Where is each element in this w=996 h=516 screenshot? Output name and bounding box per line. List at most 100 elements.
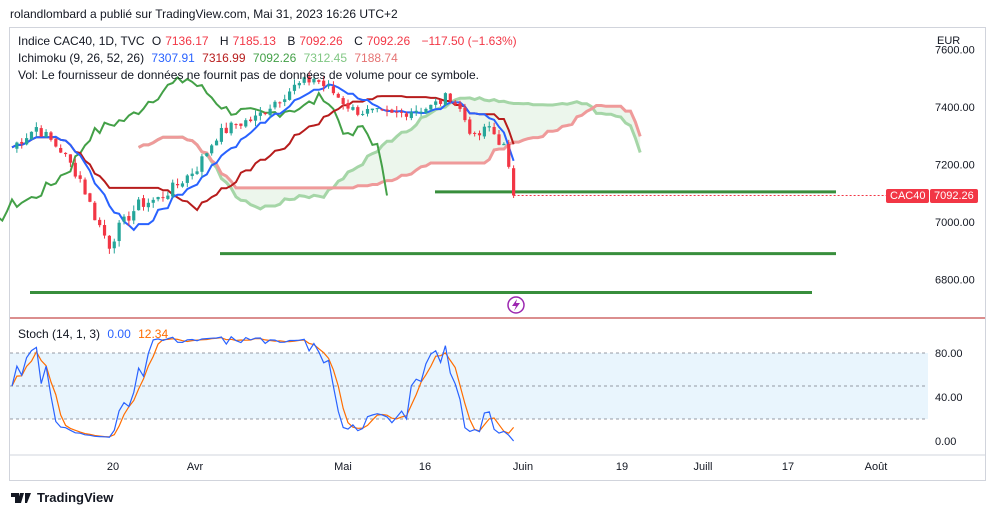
candle-body: [278, 102, 282, 104]
span-b-value: 7188.74: [354, 51, 398, 65]
stoch-k-line: [11, 335, 515, 442]
tradingview-logo[interactable]: TradingView: [11, 490, 113, 505]
candle-body: [453, 102, 457, 105]
candle-body: [302, 77, 306, 83]
candle-body: [161, 197, 165, 199]
legend-ohlc: Indice CAC40, 1D, TVC O 7136.17 H 7185.13 …: [18, 34, 521, 48]
candle-body: [68, 154, 73, 163]
candle-body: [127, 216, 131, 221]
candle-body: [83, 179, 87, 195]
legend-volume: Vol: Le fournisseur de données ne fourni…: [18, 68, 483, 82]
candle-body: [351, 107, 355, 110]
stoch-k-value: 0.00: [107, 327, 131, 341]
candle-body: [409, 111, 413, 119]
time-tick-label: 19: [616, 461, 628, 473]
candle-body: [258, 112, 262, 116]
time-tick-label: Juin: [513, 461, 533, 473]
candle-body: [317, 80, 321, 82]
candle-body: [273, 101, 277, 108]
candle-body: [98, 219, 102, 226]
candle-body: [20, 141, 24, 144]
candle-body: [263, 112, 267, 115]
time-tick-label: Avr: [187, 461, 204, 473]
price-tick-label: 7000.00: [935, 217, 975, 229]
tenkan-sen-line: [11, 83, 515, 232]
candle-body: [487, 126, 491, 128]
stoch-d-line: [11, 337, 515, 438]
candle-body: [141, 198, 146, 207]
candle-body: [482, 126, 486, 137]
candle-body: [219, 127, 224, 142]
candle-body: [341, 98, 345, 104]
tradingview-logo-icon: [11, 492, 31, 503]
time-tick-label: 16: [419, 461, 431, 473]
time-tick-label: Mai: [334, 461, 352, 473]
candle-body: [385, 109, 389, 111]
candle-body: [200, 156, 204, 172]
candle-body: [214, 140, 219, 146]
candle-body: [185, 175, 189, 183]
close-value: C 7092.26: [354, 34, 411, 48]
candle-body: [239, 123, 243, 126]
stoch-label[interactable]: Stoch (14, 1, 3): [18, 327, 101, 341]
candle-body: [390, 109, 394, 113]
candle-body: [25, 138, 29, 145]
candle-body: [195, 171, 199, 174]
senkou-span-a-line: [137, 96, 642, 211]
high-value: H 7185.13: [219, 34, 276, 48]
legend-ichimoku: Ichimoku (9, 26, 52, 26) 7307.91 7316.99…: [18, 51, 402, 65]
candle-body: [370, 108, 374, 111]
symbol-label[interactable]: Indice CAC40, 1D, TVC: [18, 34, 145, 48]
candle-body: [88, 193, 92, 202]
candle-body: [49, 132, 53, 140]
candle-body: [156, 197, 160, 200]
candle-body: [395, 111, 399, 113]
candle-body: [502, 143, 506, 146]
candle-body: [151, 199, 155, 203]
event-bolt-icon: [512, 299, 520, 311]
candle-body: [234, 124, 238, 126]
candle-body: [429, 104, 433, 110]
candle-body: [44, 131, 48, 138]
candle-body: [326, 85, 331, 87]
candle-body: [39, 128, 43, 137]
candle-body: [419, 111, 423, 113]
tenkan-value: 7307.91: [151, 51, 195, 65]
volume-note: Vol: Le fournisseur de données ne fourni…: [18, 68, 479, 82]
candle-body: [361, 113, 365, 115]
candle-body: [331, 86, 336, 94]
last-price-tag: 7092.26: [930, 189, 978, 203]
candle-body: [137, 199, 141, 211]
low-value: B 7092.26: [287, 34, 343, 48]
time-tick-label: 20: [107, 461, 119, 473]
candle-body: [492, 126, 496, 135]
kijun-value: 7316.99: [202, 51, 246, 65]
candle-body: [102, 225, 107, 236]
chikou-value: 7092.26: [252, 51, 297, 65]
stoch-d-value: 12.34: [138, 327, 169, 341]
candle-body: [424, 108, 428, 114]
kijun-sen-line: [11, 95, 515, 212]
candle-body: [458, 103, 462, 109]
candle-body: [224, 127, 228, 134]
candle-body: [507, 144, 511, 167]
candle-body: [283, 99, 287, 103]
candle-body: [438, 100, 443, 104]
candle-body: [404, 113, 409, 117]
candle-body: [512, 168, 516, 196]
candle-body: [175, 184, 180, 186]
candle-body: [190, 173, 194, 177]
legend-stoch: Stoch (14, 1, 3) 0.00 12.34: [18, 327, 172, 341]
candle-body: [166, 195, 170, 199]
candle-body: [107, 235, 111, 249]
price-tick-label: 6800.00: [935, 275, 975, 287]
candle-body: [112, 241, 116, 249]
candle-body: [117, 222, 121, 242]
candle-body: [78, 175, 82, 179]
brand-name: TradingView: [37, 490, 114, 505]
ichimoku-label[interactable]: Ichimoku (9, 26, 52, 26): [18, 51, 145, 65]
candle-body: [414, 110, 418, 113]
price-tick-label: 7400.00: [935, 102, 975, 114]
candle-body: [356, 107, 360, 115]
